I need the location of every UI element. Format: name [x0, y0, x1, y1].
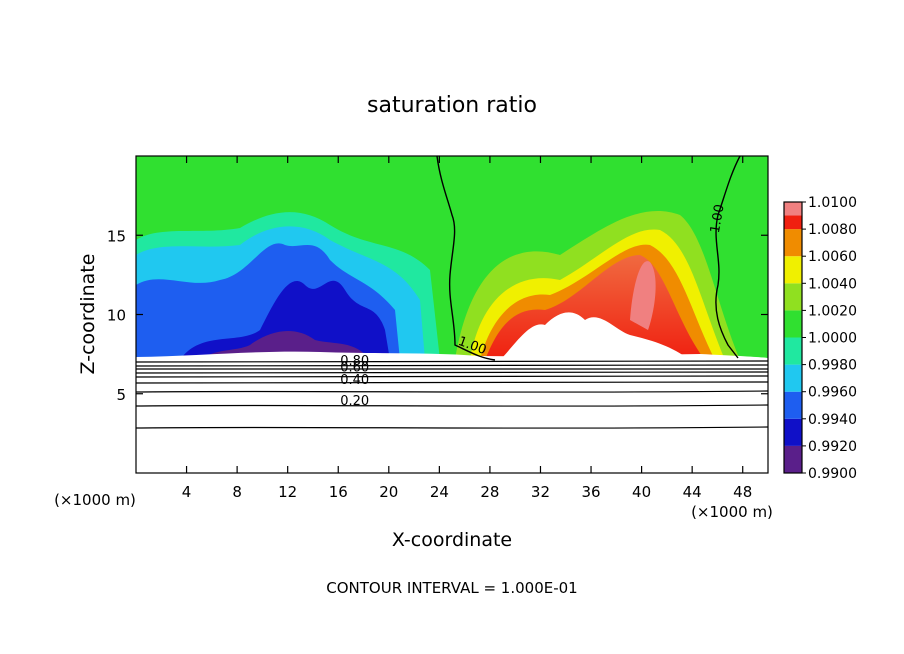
- colorbar-swatch: [784, 256, 802, 284]
- contour-label: 0.60: [340, 361, 369, 376]
- y-tick-label: 10: [107, 307, 126, 325]
- contour-label: 0.80: [340, 354, 369, 369]
- colorbar-swatch: [784, 310, 802, 338]
- colorbar-label: 1.0020: [808, 303, 857, 319]
- heatmap-field: [136, 156, 768, 473]
- colorbar-swatch: [784, 337, 802, 365]
- contour-interval-note: CONTOUR INTERVAL = 1.000E-01: [326, 579, 577, 597]
- colorbar-label: 1.0000: [808, 331, 857, 347]
- colorbar-swatch: [784, 391, 802, 419]
- x-tick-label: 44: [683, 483, 702, 501]
- contour-label: 1.00: [708, 203, 728, 234]
- colorbar-swatch: [784, 229, 802, 257]
- contour-line-1.00-left: [436, 156, 496, 361]
- x-axis-label: X-coordinate: [392, 529, 512, 551]
- colorbar-label: 0.9900: [808, 466, 857, 482]
- colorbar-label: 1.0080: [808, 222, 857, 238]
- x-tick-label: 4: [182, 483, 192, 501]
- colorbar-swatch: [784, 283, 802, 311]
- colorbar-label: 1.0040: [808, 276, 857, 292]
- colorbar-swatch: [784, 364, 802, 392]
- contour-line: [136, 426, 768, 429]
- colorbar: 0.9900 0.9920 0.9940 0.9960 0.9980 1.0000 1.00…: [783, 195, 857, 482]
- x-tick-label: 24: [430, 483, 449, 501]
- y-tick-label: 15: [107, 227, 126, 245]
- x-tick-label: 28: [480, 483, 499, 501]
- contour-line: [136, 364, 768, 367]
- colorbar-label: 0.9960: [808, 385, 857, 401]
- x-tick-label: 20: [379, 483, 398, 501]
- contour-line-1.00-right: [715, 156, 741, 359]
- colorbar-swatch: [784, 445, 802, 473]
- field-region-white-gap: [500, 312, 690, 360]
- contour-line: [136, 381, 768, 384]
- contour-label: 0.20: [340, 394, 369, 409]
- x-tick-label: 48: [733, 483, 752, 501]
- x-tick-label: 36: [581, 483, 600, 501]
- contour-line: [136, 375, 768, 378]
- chart-title: saturation ratio: [367, 93, 537, 118]
- contour-line: [136, 390, 768, 393]
- x-tick-label: 16: [329, 483, 348, 501]
- y-axis-label: Z-coordinate: [77, 254, 99, 375]
- field-region-pink: [630, 261, 656, 330]
- x-tick-label: 32: [531, 483, 550, 501]
- x-tick-label: 12: [278, 483, 297, 501]
- contour-line: [136, 404, 768, 407]
- colorbar-label: 1.0100: [808, 195, 857, 211]
- contour-line: [136, 368, 768, 370]
- colorbar-label: 1.0060: [808, 249, 857, 265]
- colorbar-label: 0.9920: [808, 439, 857, 455]
- x-axis-ticks: 4 8 12 16 20 24 28 32 36 40 44 48: [182, 156, 752, 501]
- x-axis-unit-right: (×1000 m): [691, 503, 773, 521]
- contour-line: [136, 371, 768, 374]
- x-tick-label: 40: [632, 483, 651, 501]
- contour-label: 0.40: [340, 373, 369, 388]
- colorbar-swatch: [784, 418, 802, 446]
- x-axis-unit-left: (×1000 m): [54, 491, 136, 509]
- colorbar-swatch: [784, 202, 802, 216]
- x-tick-label: 8: [232, 483, 242, 501]
- colorbar-label: 0.9980: [808, 358, 857, 374]
- y-tick-label: 5: [116, 386, 126, 404]
- colorbar-label: 0.9940: [808, 412, 857, 428]
- y-axis-ticks: 5 10 15: [107, 227, 768, 404]
- field-region-lower: [136, 351, 768, 473]
- field-region-darkblue: [180, 280, 390, 360]
